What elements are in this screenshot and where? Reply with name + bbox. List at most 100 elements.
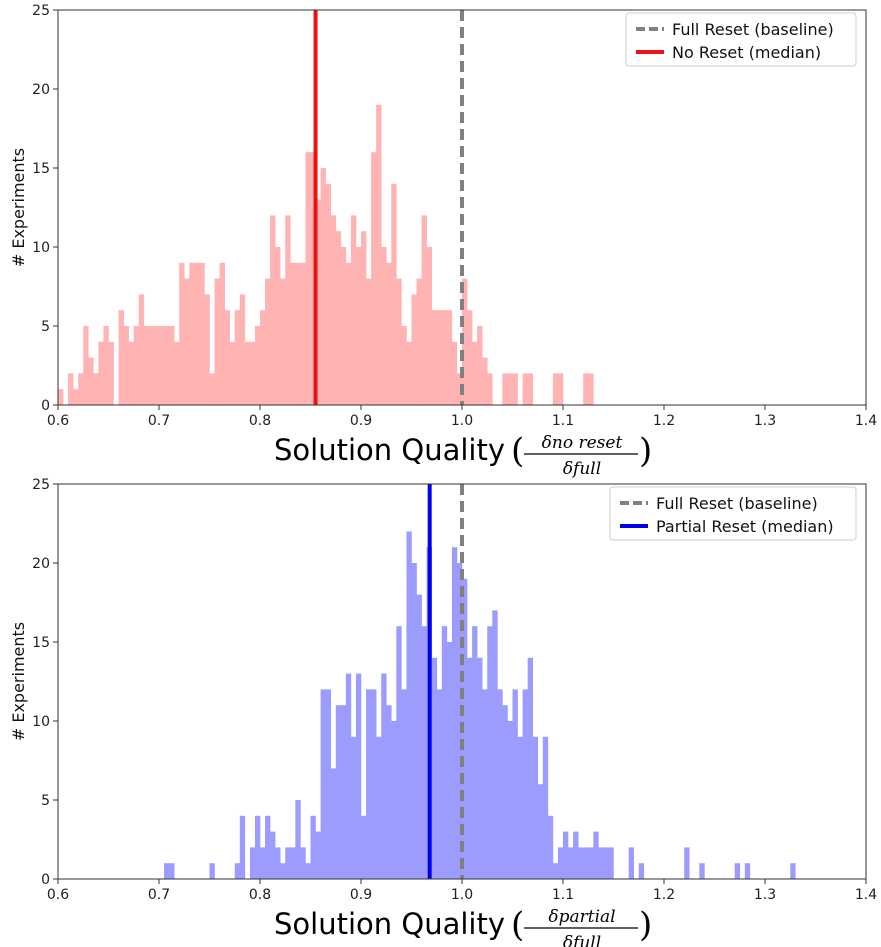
- histogram-bar: [305, 152, 311, 405]
- histogram-bar: [164, 326, 170, 405]
- histogram-bar: [310, 152, 316, 405]
- histogram-bar: [406, 531, 412, 879]
- histogram-bar: [234, 863, 241, 879]
- histogram-bar: [391, 721, 397, 879]
- y-tick-label: 5: [41, 319, 50, 335]
- histogram-bar: [603, 847, 609, 879]
- x-axis-paren-close: ): [639, 905, 652, 945]
- x-tick-label: 0.7: [148, 887, 170, 903]
- histogram-bar: [421, 626, 427, 879]
- histogram-bar: [472, 341, 478, 405]
- histogram-bar: [406, 341, 412, 405]
- y-axis-title: # Experiments: [9, 148, 28, 267]
- histogram-bar: [431, 657, 438, 879]
- histogram-bar: [366, 278, 372, 405]
- no-reset-histogram-panel: 0.6 0.7 0.8 0.9 1.0 1.1 1.2 1.3 1.4 0 5 10 15 20 25 # E…: [9, 3, 877, 479]
- histogram-bar: [744, 863, 751, 879]
- legend-median-label: No Reset (median): [672, 43, 821, 62]
- histogram-bar: [345, 673, 352, 879]
- histogram-bar: [431, 310, 438, 405]
- histogram-bar: [118, 310, 124, 405]
- x-axis-paren-close: ): [639, 431, 652, 471]
- x-tick-label: 0.9: [350, 887, 372, 903]
- histogram-bar: [482, 689, 488, 879]
- histogram-bar: [305, 863, 311, 879]
- histogram-bar: [254, 815, 261, 879]
- histogram-bar: [275, 247, 281, 405]
- histogram-bar: [98, 341, 104, 405]
- histogram-bar: [386, 262, 392, 405]
- histogram-bar: [330, 215, 337, 405]
- histogram-bar: [583, 373, 589, 405]
- histogram-bar: [184, 278, 190, 405]
- histogram-bar: [83, 326, 89, 405]
- histogram-bar: [229, 341, 236, 405]
- histogram-bar: [315, 831, 321, 879]
- x-axis-paren-open: (: [511, 905, 524, 945]
- histogram-bar: [467, 657, 473, 879]
- histogram-bar: [340, 705, 347, 879]
- histogram-bar: [335, 231, 342, 405]
- histogram-bar: [790, 863, 796, 879]
- histogram-bar: [340, 247, 347, 405]
- histogram-bar: [441, 626, 448, 879]
- histogram-bar: [497, 689, 503, 879]
- x-tick-label: 1.1: [552, 887, 574, 903]
- histogram-bar: [522, 373, 528, 405]
- histogram-bar: [699, 863, 705, 879]
- histogram-bar: [598, 847, 604, 879]
- legend-box: [625, 12, 857, 67]
- histogram-bar: [522, 689, 528, 879]
- x-tick-label: 1.2: [653, 413, 675, 429]
- histogram-bar: [411, 563, 417, 879]
- legend-baseline-label: Full Reset (baseline): [656, 494, 818, 513]
- x-axis-fraction-numerator: δno reset: [542, 433, 623, 453]
- y-tick-label: 25: [32, 477, 50, 493]
- histogram-bar: [350, 215, 357, 405]
- histogram-bar: [421, 215, 427, 405]
- histogram-bar: [199, 262, 205, 405]
- histogram-bar: [123, 326, 129, 405]
- histogram-bar: [174, 341, 180, 405]
- histogram-bar: [320, 168, 326, 405]
- histogram-bar: [507, 373, 513, 405]
- x-tick-label: 0.6: [47, 887, 69, 903]
- histogram-bar: [487, 626, 493, 879]
- histogram-bar: [588, 847, 594, 879]
- histogram-bar: [260, 310, 266, 405]
- histogram-bar: [254, 326, 261, 405]
- histogram-bar: [204, 294, 210, 405]
- x-tick-label: 1.0: [451, 887, 473, 903]
- histogram-bar: [588, 373, 594, 405]
- histogram-bar: [583, 847, 589, 879]
- x-tick-label: 1.4: [855, 413, 877, 429]
- histogram-bar: [68, 373, 74, 405]
- histogram-bar: [557, 373, 564, 405]
- histogram-bar: [416, 594, 422, 879]
- histogram-bar: [214, 278, 220, 405]
- histogram-bar: [381, 673, 387, 879]
- histogram-bar: [396, 626, 402, 879]
- histogram-bar: [462, 278, 468, 405]
- histogram-bar: [446, 310, 453, 405]
- histogram-bar: [260, 847, 266, 879]
- histogram-bar: [325, 689, 331, 879]
- x-axis-fraction-numerator: δpartial: [548, 907, 615, 927]
- legend-box: [609, 486, 857, 541]
- histogram-bar: [270, 215, 276, 405]
- histogram-bar: [502, 373, 508, 405]
- histogram-bar: [451, 547, 458, 879]
- histogram-bar: [426, 247, 432, 405]
- histogram-bar: [209, 373, 215, 405]
- histogram-bar: [335, 705, 342, 879]
- histogram-bar: [169, 863, 175, 879]
- histogram-bar: [401, 326, 407, 405]
- partial-reset-histogram-panel: 0.6 0.7 0.8 0.9 1.0 1.1 1.2 1.3 1.4 0 5 10 15 20 25 # E…: [9, 477, 877, 947]
- legend-median-label: Partial Reset (median): [656, 517, 834, 536]
- x-axis-title: Solution Quality: [274, 433, 505, 467]
- histogram-bar: [527, 373, 533, 405]
- histogram-bar: [578, 847, 584, 879]
- histogram-bar: [270, 831, 276, 879]
- histogram-bar: [502, 705, 508, 879]
- histogram-bar: [350, 736, 357, 879]
